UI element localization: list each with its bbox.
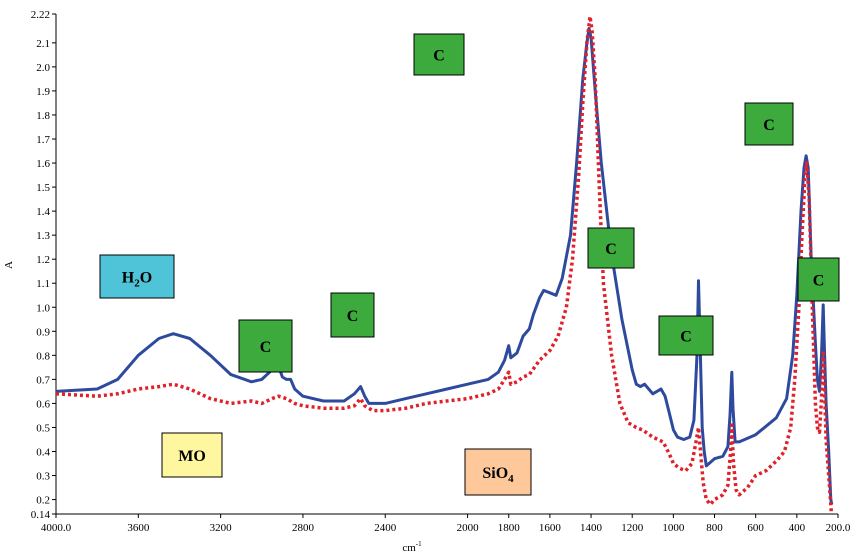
y-tick-label: 1.4 [36, 206, 50, 218]
annotation-box [413, 33, 465, 76]
annotation-label: MO [178, 448, 206, 465]
y-tick-label: 1.5 [36, 182, 50, 194]
y-tick-label: 0.6 [36, 398, 50, 410]
y-tick-label: 2.0 [36, 62, 50, 74]
annotation-label: C [813, 273, 825, 290]
x-tick-label: 1400 [580, 522, 603, 534]
annotation-c4: C [587, 227, 635, 269]
y-tick-label: 1.7 [36, 134, 50, 146]
x-tick-label: 3200 [210, 522, 233, 534]
axes [55, 14, 838, 515]
x-tick-label: 2400 [374, 522, 397, 534]
annotation-c1: C [413, 33, 465, 76]
y-tick-label: 1.6 [36, 158, 50, 170]
annotation-label: C [605, 241, 617, 258]
y-tick-label: 0.5 [36, 422, 50, 434]
x-axis-ticks: 4000.0 3600 3200 2800 2400 2000 1800 1600 1400 12… [41, 514, 851, 534]
x-tick-label: 4000.0 [41, 522, 72, 534]
y-tick-label: 1.8 [36, 110, 50, 122]
x-tick-label: 1800 [498, 522, 521, 534]
x-tick-label: 800 [706, 522, 723, 534]
x-tick-label: 2800 [292, 522, 315, 534]
x-axis-label: cm-1 [402, 540, 422, 554]
y-tick-label: 1.1 [36, 278, 50, 290]
y-axis-ticks: 0.14 0.2 0.3 0.4 0.5 0.6 0.7 0.8 0.9 1.0 1.1 1.2 1.3… [31, 9, 56, 521]
y-tick-label: 0.7 [36, 374, 50, 386]
series-solid-line [55, 26, 834, 505]
annotation-label: C [260, 339, 272, 356]
y-tick-label: 0.4 [36, 447, 50, 459]
annotation-label: C [763, 117, 775, 134]
annotation-c5: C [658, 315, 714, 356]
annotation-c2: C [238, 319, 293, 373]
x-axis-label-text: cm [402, 542, 416, 554]
annotation-label: H2O [122, 270, 152, 290]
x-tick-label: 1000 [662, 522, 685, 534]
x-tick-label: 2000 [457, 522, 480, 534]
annotation-box [161, 432, 223, 478]
x-tick-label: 3600 [127, 522, 150, 534]
annotation-c6: C [744, 102, 794, 146]
series-dotted-line [55, 14, 834, 515]
annotation-label: C [680, 329, 692, 346]
annotation-c3: C [330, 292, 375, 338]
x-tick-label: 600 [747, 522, 764, 534]
x-tick-label: 200.0 [826, 522, 851, 534]
annotation-label: C [347, 308, 359, 325]
y-tick-label: 1.2 [36, 254, 50, 266]
y-axis-label: A [3, 261, 15, 269]
annotation-box [797, 257, 840, 302]
y-tick-label: 0.9 [36, 326, 50, 338]
annotation-h2o: H2O [99, 254, 175, 299]
annotation-box [330, 292, 375, 338]
annotation-layer: H2O MO SiO4 C C C C C C C [99, 33, 840, 496]
annotation-sio4: SiO4 [464, 448, 532, 496]
y-tick-label: 1.3 [36, 230, 50, 242]
annotation-c7: C [797, 257, 840, 302]
y-tick-label: 1.0 [36, 302, 50, 314]
y-tick-label: 0.8 [36, 350, 50, 362]
annotation-box [587, 227, 635, 269]
annotation-mo: MO [161, 432, 223, 478]
x-axis-label-sup: -1 [416, 540, 422, 548]
y-tick-label: 0.3 [36, 471, 50, 483]
y-tick-label: 1.9 [36, 86, 50, 98]
annotation-box [658, 315, 714, 356]
x-tick-label: 400 [789, 522, 806, 534]
annotation-box [464, 448, 532, 496]
annotation-label: SiO4 [482, 465, 514, 485]
x-tick-label: 1600 [539, 522, 562, 534]
x-tick-label: 1200 [621, 522, 644, 534]
annotation-box [744, 102, 794, 146]
annotation-box [99, 254, 175, 299]
y-tick-label: 0.2 [36, 495, 50, 507]
y-tick-label: 2.22 [31, 9, 50, 21]
y-tick-label: 0.14 [31, 509, 51, 521]
annotation-box [238, 319, 293, 373]
series-layer [55, 14, 834, 515]
y-tick-label: 2.1 [36, 38, 50, 50]
annotation-label: C [433, 48, 445, 65]
